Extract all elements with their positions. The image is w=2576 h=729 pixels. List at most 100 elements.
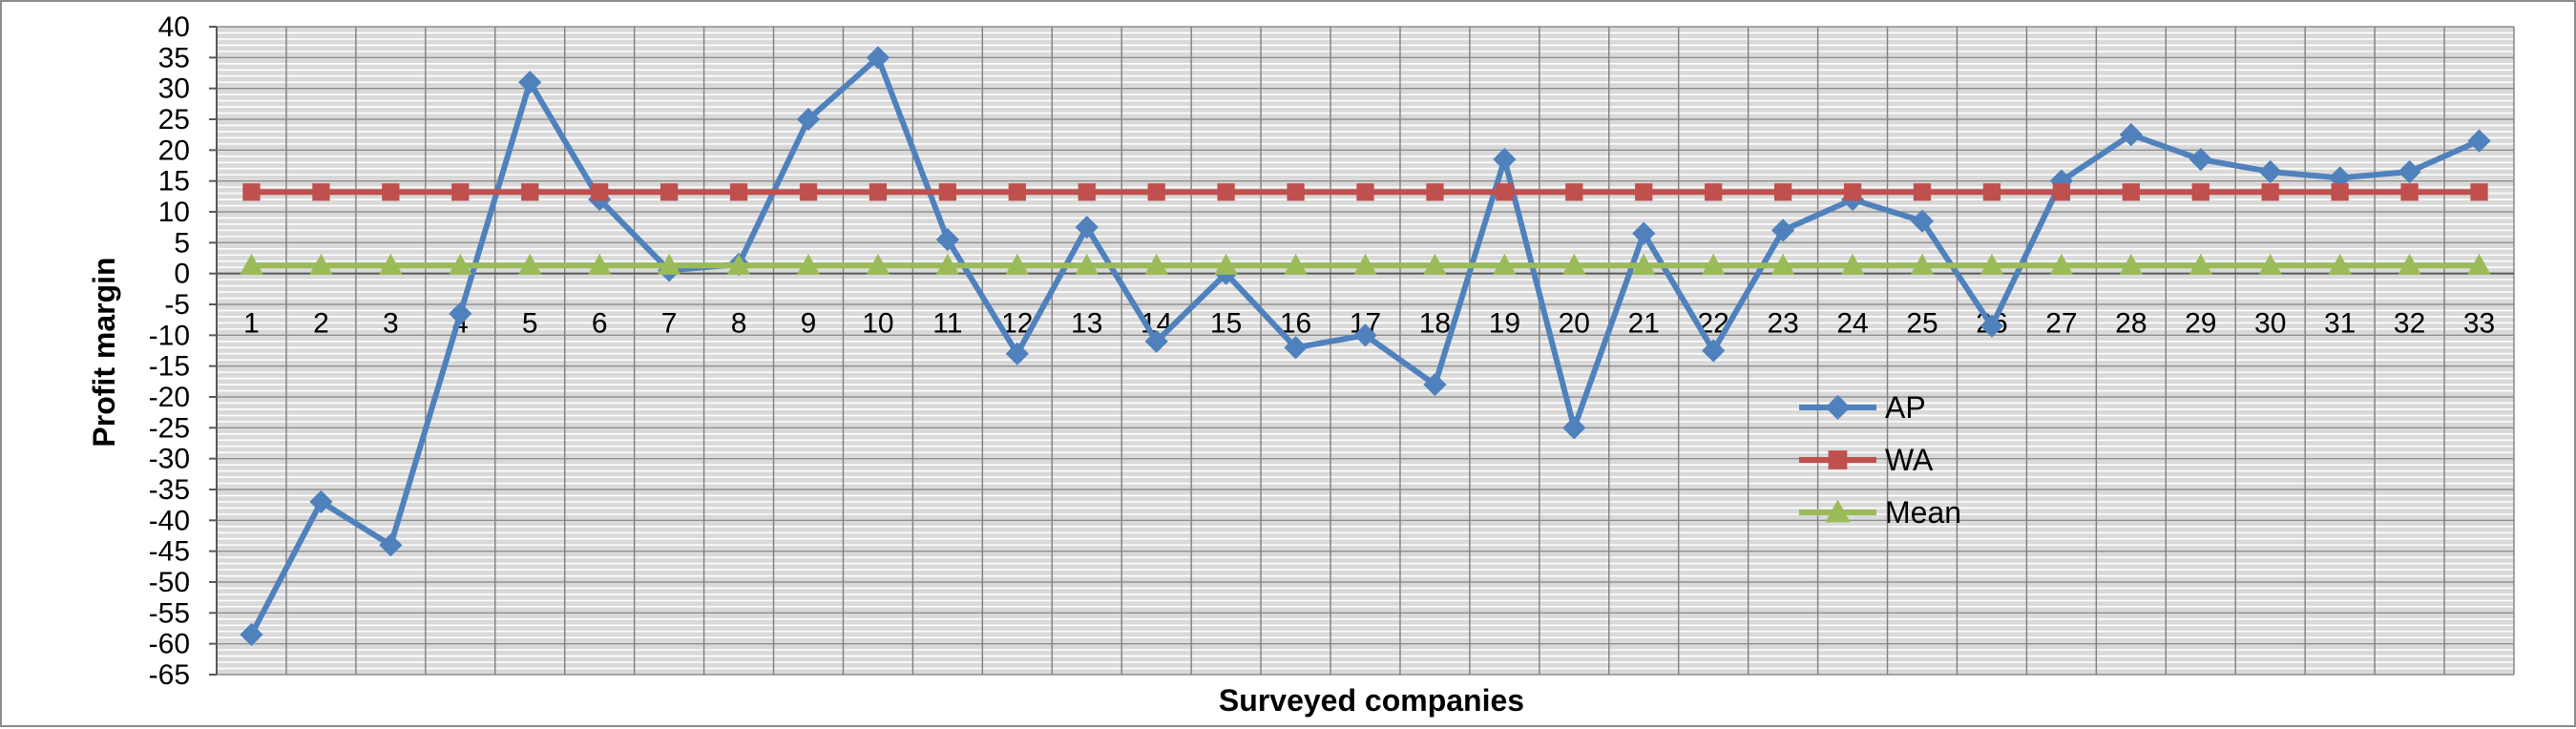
y-tick-label: 15: [158, 166, 190, 198]
data-point-wa: [1217, 183, 1235, 201]
data-point-ap: [1910, 209, 1935, 233]
data-point-ap: [2467, 129, 2491, 153]
data-point-ap: [866, 46, 890, 70]
data-point-mean: [2328, 253, 2352, 275]
x-tick-label: 2: [313, 308, 329, 340]
x-tick-label: 32: [2394, 308, 2425, 340]
x-tick-label: 20: [1559, 308, 1590, 340]
legend-marker-mean: [1825, 499, 1851, 523]
x-tick-label: 24: [1836, 308, 1868, 340]
data-point-mean: [1005, 253, 1030, 275]
data-point-ap: [935, 227, 959, 252]
y-tick-label: -15: [149, 351, 190, 383]
x-axis-title: Surveyed companies: [1219, 683, 1524, 718]
data-point-wa: [1078, 183, 1096, 201]
data-point-wa: [2052, 183, 2071, 201]
data-point-mean: [1840, 253, 1865, 275]
data-point-ap: [2189, 147, 2212, 172]
data-point-wa: [1496, 183, 1514, 201]
x-tick-label: 25: [1906, 308, 1937, 340]
data-point-ap: [1075, 216, 1099, 240]
data-point-mean: [2258, 253, 2282, 275]
data-point-mean: [1979, 253, 2004, 275]
data-point-wa: [2122, 183, 2140, 201]
data-point-ap: [2119, 123, 2143, 147]
x-tick-label: 19: [1489, 308, 1520, 340]
data-point-wa: [660, 183, 679, 201]
data-point-mean: [1701, 253, 1726, 275]
data-point-mean: [449, 253, 472, 275]
y-tick-label: 40: [158, 11, 190, 43]
data-point-wa: [2400, 183, 2419, 201]
data-point-ap: [1144, 329, 1168, 353]
y-tick-label: 10: [158, 197, 190, 228]
legend-item-wa: WA: [1799, 443, 1934, 477]
legend-item-mean: Mean: [1799, 495, 1961, 530]
data-point-mean: [1632, 253, 1656, 275]
data-point-mean: [517, 253, 542, 275]
data-point-ap: [1423, 372, 1447, 397]
data-point-wa: [2261, 183, 2279, 201]
legend-label-wa: WA: [1885, 443, 1934, 477]
x-tick-label: 30: [2254, 308, 2286, 340]
y-tick-label: 30: [158, 73, 190, 105]
data-point-wa: [938, 183, 957, 201]
legend-marker-ap: [1825, 394, 1851, 421]
y-tick-label: -5: [164, 289, 190, 321]
y-tick-label: 35: [158, 42, 190, 73]
data-point-wa: [1982, 183, 2001, 201]
data-point-mean: [2467, 253, 2491, 275]
y-tick-label: -65: [149, 659, 190, 691]
data-point-ap: [1493, 147, 1517, 172]
x-tick-label: 18: [1419, 308, 1451, 340]
x-tick-label: 5: [522, 308, 538, 340]
data-point-ap: [1979, 314, 2004, 338]
data-point-wa: [869, 183, 888, 201]
y-tick-label: -35: [149, 474, 190, 506]
y-tick-label: 20: [158, 135, 190, 166]
x-tick-label: 11: [932, 308, 962, 340]
data-point-mean: [1910, 253, 1935, 275]
data-point-wa: [2191, 183, 2209, 201]
x-tick-label: 31: [2324, 308, 2356, 340]
data-point-ap: [1771, 219, 1795, 242]
data-point-ap: [1632, 221, 1656, 245]
data-point-wa: [1705, 183, 1723, 201]
y-tick-label: -50: [149, 567, 190, 598]
x-tick-label: 28: [2115, 308, 2147, 340]
legend-label-ap: AP: [1885, 390, 1926, 425]
data-point-ap: [1284, 336, 1308, 360]
data-point-wa: [451, 183, 470, 201]
data-point-wa: [1287, 183, 1305, 201]
data-point-mean: [866, 253, 890, 275]
data-point-wa: [1843, 183, 1862, 201]
y-axis-title: Profit margin: [87, 257, 121, 447]
y-tick-label: -20: [149, 382, 190, 413]
x-tick-label: 13: [1071, 308, 1102, 340]
data-point-mean: [379, 253, 403, 275]
data-point-wa: [2470, 183, 2488, 201]
y-tick-label: -10: [149, 320, 190, 351]
data-point-wa: [312, 183, 330, 201]
y-tick-label: -30: [149, 444, 190, 475]
data-point-wa: [382, 183, 400, 201]
data-point-ap: [796, 107, 821, 132]
data-point-mean: [1214, 253, 1238, 275]
x-tick-label: 9: [801, 308, 817, 340]
x-tick-label: 23: [1767, 308, 1798, 340]
legend-item-ap: AP: [1799, 390, 1926, 425]
data-point-ap: [1702, 339, 1726, 363]
y-tick-label: -60: [149, 629, 190, 660]
data-point-mean: [935, 253, 960, 275]
plot-area: [217, 27, 2514, 675]
data-point-wa: [1913, 183, 1932, 201]
data-point-mean: [587, 253, 612, 275]
data-point-mean: [1562, 253, 1586, 275]
data-point-wa: [729, 183, 748, 201]
y-tick-label: 5: [174, 227, 190, 259]
data-point-mean: [1144, 253, 1168, 275]
data-point-mean: [1353, 253, 1377, 275]
data-point-mean: [2119, 253, 2144, 275]
data-point-wa: [2331, 183, 2349, 201]
data-point-ap: [1353, 323, 1377, 347]
